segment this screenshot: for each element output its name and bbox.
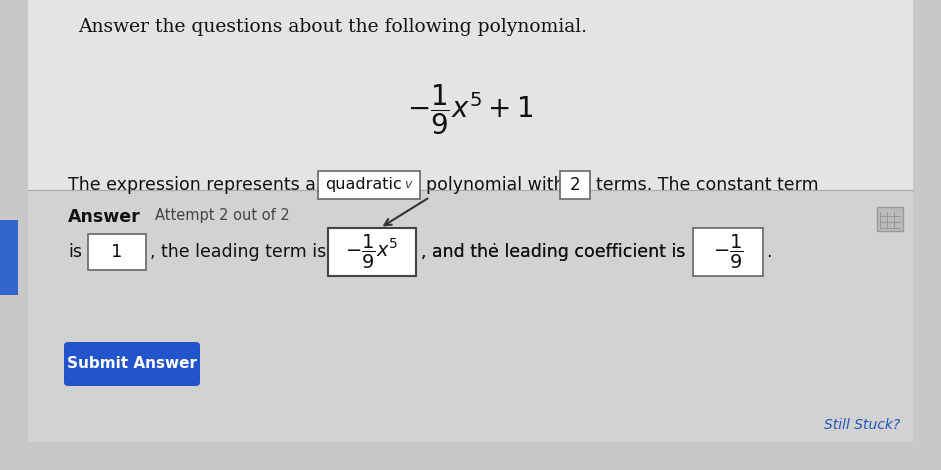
Text: Answer the questions about the following polynomial.: Answer the questions about the following… xyxy=(78,18,587,36)
FancyBboxPatch shape xyxy=(693,228,763,276)
Text: quadratic: quadratic xyxy=(325,178,402,193)
Text: Attempt 2 out of 2: Attempt 2 out of 2 xyxy=(155,208,290,223)
FancyBboxPatch shape xyxy=(28,190,913,442)
Text: v: v xyxy=(405,179,411,191)
FancyBboxPatch shape xyxy=(318,171,420,199)
FancyBboxPatch shape xyxy=(28,0,913,190)
Text: The expression represents a: The expression represents a xyxy=(68,176,316,194)
Text: .: . xyxy=(766,243,772,261)
FancyBboxPatch shape xyxy=(328,228,416,276)
Text: 1: 1 xyxy=(111,243,122,261)
FancyBboxPatch shape xyxy=(88,234,146,270)
FancyBboxPatch shape xyxy=(64,342,200,386)
Text: is: is xyxy=(68,243,82,261)
FancyBboxPatch shape xyxy=(877,207,903,231)
Text: terms. The constant term: terms. The constant term xyxy=(596,176,819,194)
Text: , the leading term is: , the leading term is xyxy=(150,243,327,261)
Text: Still Stuck?: Still Stuck? xyxy=(823,418,900,432)
Text: , and the leading coefficient is: , and the leading coefficient is xyxy=(421,243,685,261)
Text: polynomial with: polynomial with xyxy=(426,176,565,194)
Text: $-\dfrac{1}{9}x^5+1$: $-\dfrac{1}{9}x^5+1$ xyxy=(407,83,534,137)
Text: Submit Answer: Submit Answer xyxy=(67,357,197,371)
Text: $-\dfrac{1}{9}$: $-\dfrac{1}{9}$ xyxy=(712,233,743,271)
Text: Answer: Answer xyxy=(68,208,141,226)
FancyBboxPatch shape xyxy=(560,171,590,199)
Text: 2: 2 xyxy=(569,176,581,194)
Text: , and thė leading coefficient is: , and thė leading coefficient is xyxy=(421,243,685,261)
Text: $-\dfrac{1}{9}x^5$: $-\dfrac{1}{9}x^5$ xyxy=(345,233,399,271)
FancyBboxPatch shape xyxy=(0,220,18,295)
